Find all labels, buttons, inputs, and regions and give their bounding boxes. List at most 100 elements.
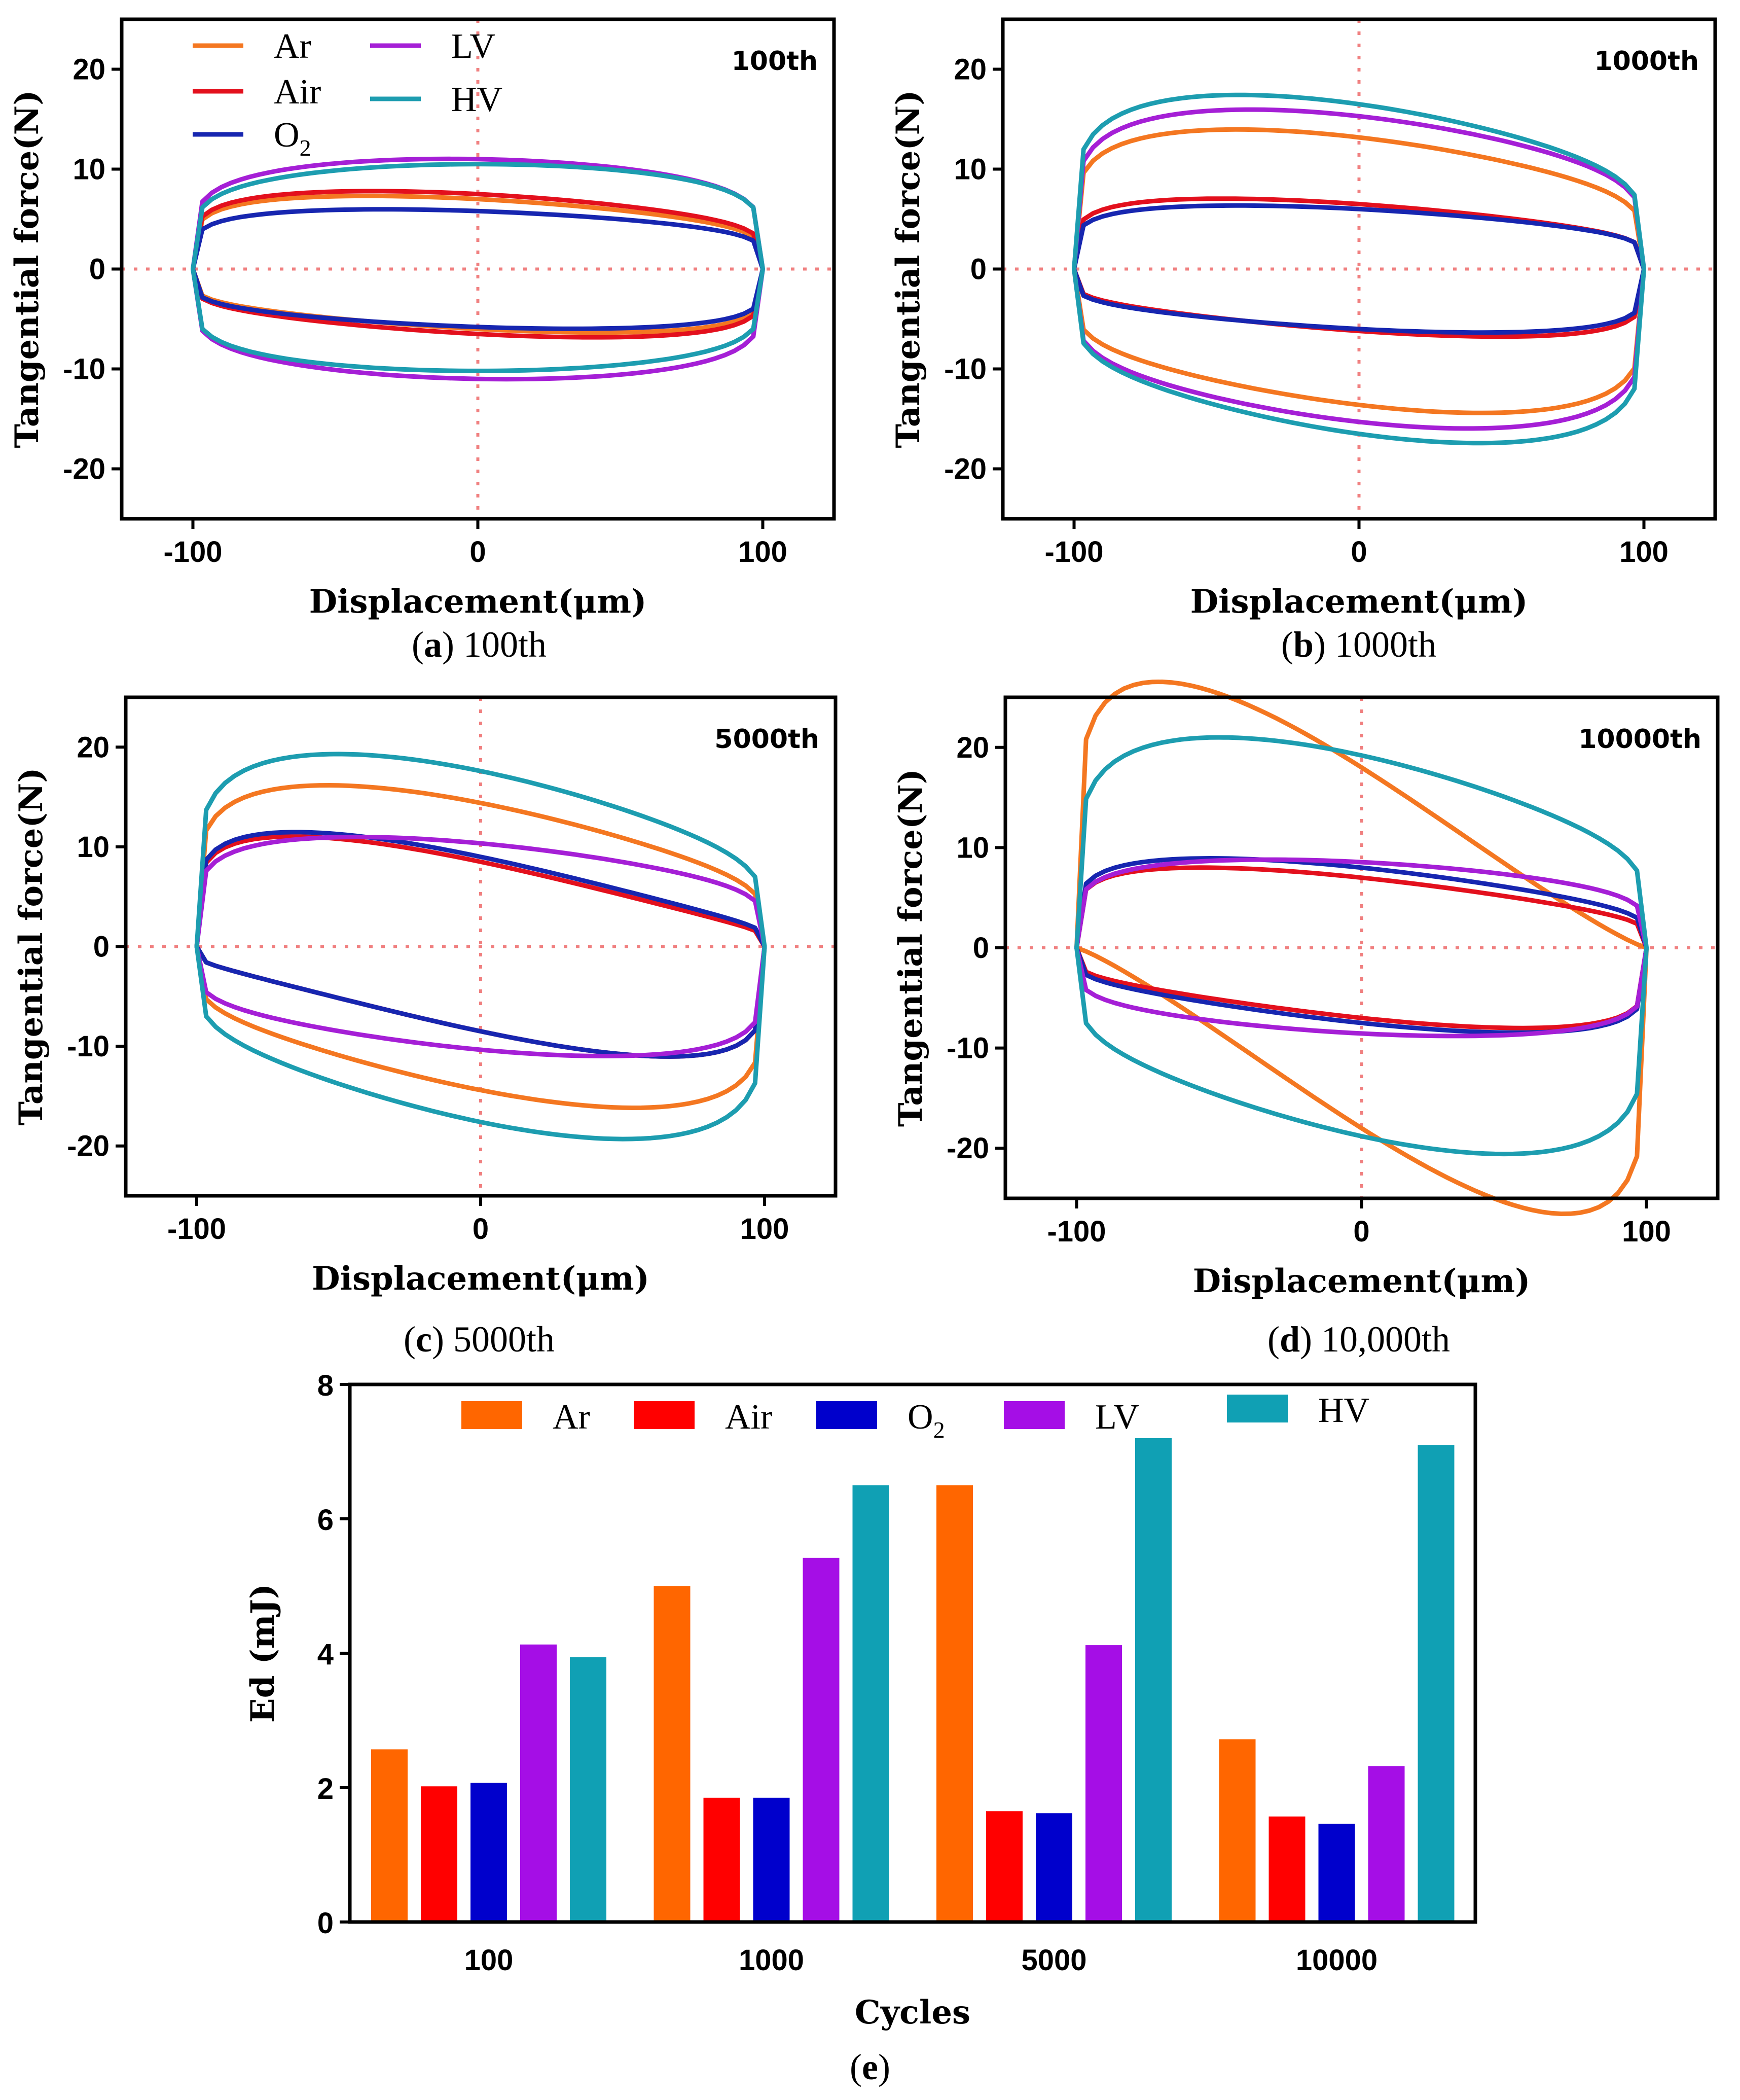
bar-ar-5000 bbox=[936, 1485, 973, 1922]
x-tick-label: -100 bbox=[1047, 1215, 1106, 1248]
y-tick-label: 0 bbox=[973, 932, 989, 965]
legend-label-air: Air bbox=[725, 1398, 772, 1437]
bar-lv-10000 bbox=[1368, 1766, 1405, 1922]
bar-air-100 bbox=[421, 1786, 457, 1922]
y-tick-label: -10 bbox=[947, 1032, 989, 1065]
y-tick-label: 0 bbox=[317, 1907, 334, 1940]
caption-letter: c bbox=[416, 1319, 432, 1360]
legend-swatch-ar bbox=[461, 1401, 522, 1429]
x-axis-label: Displacement(μm) bbox=[1190, 583, 1528, 621]
bar-hv-100 bbox=[570, 1657, 606, 1922]
panel-caption: (a) 100th bbox=[412, 624, 547, 665]
cycle-tag: 10000th bbox=[1578, 724, 1701, 755]
x-tick-label: 100 bbox=[738, 536, 787, 568]
y-tick-label: 20 bbox=[77, 731, 110, 764]
loop-ar bbox=[1072, 127, 1646, 415]
x-tick-label: -100 bbox=[167, 1213, 226, 1245]
y-tick-label: -20 bbox=[947, 1132, 989, 1165]
y-tick-label: 20 bbox=[954, 53, 987, 86]
y-axis-label: Tangential force(N) bbox=[889, 90, 927, 448]
y-axis-label: Ed (mJ) bbox=[244, 1584, 282, 1723]
x-tick-label: 0 bbox=[1351, 536, 1367, 568]
x-axis-label: Displacement(μm) bbox=[309, 583, 647, 621]
y-axis-label: Tangential force(N) bbox=[892, 769, 930, 1127]
bar-lv-100 bbox=[520, 1644, 557, 1922]
x-axis-label: Displacement(μm) bbox=[312, 1260, 649, 1298]
x-tick-label: 100 bbox=[740, 1213, 789, 1245]
x-tick-label: 0 bbox=[473, 1213, 489, 1245]
caption-paren-open: ( bbox=[1281, 624, 1293, 665]
legend-label-lv: LV bbox=[451, 27, 495, 66]
bar-lv-1000 bbox=[803, 1557, 840, 1922]
category-label: 5000 bbox=[1021, 1944, 1086, 1977]
y-tick-label: -20 bbox=[944, 453, 987, 486]
category-label: 10000 bbox=[1296, 1944, 1378, 1977]
bar-legend: Ar Air O2 LV HV bbox=[461, 1391, 1369, 1443]
y-axis-label: Tangential force(N) bbox=[8, 90, 46, 448]
legend-label-air: Air bbox=[274, 73, 321, 112]
caption-paren-open: ( bbox=[850, 2047, 862, 2087]
loop-legend: Ar Air O2 LV HV bbox=[193, 27, 502, 161]
legend-subscript: 2 bbox=[300, 135, 311, 161]
x-tick-label: -100 bbox=[1044, 536, 1103, 568]
caption-paren-open: ( bbox=[1267, 1319, 1280, 1360]
plot-frame bbox=[348, 1382, 1477, 1924]
legend-swatch-hv bbox=[1227, 1395, 1288, 1422]
cycle-tag: 5000th bbox=[714, 724, 819, 755]
y-tick-label: 8 bbox=[317, 1369, 334, 1402]
caption-letter: e bbox=[862, 2047, 878, 2087]
panel-caption: (e) bbox=[850, 2047, 890, 2087]
bar-air-10000 bbox=[1268, 1816, 1306, 1922]
y-tick-label: 20 bbox=[72, 53, 105, 86]
panel-caption: (c) 5000th bbox=[404, 1319, 555, 1360]
caption-text: ) 100th bbox=[442, 624, 547, 665]
legend-label-o2: O2 bbox=[274, 116, 311, 161]
y-tick-label: -10 bbox=[63, 353, 105, 386]
loop-hv bbox=[194, 752, 767, 1142]
panel-caption: (b) 1000th bbox=[1281, 624, 1436, 665]
y-tick-label: 20 bbox=[956, 731, 989, 764]
legend-label-hv: HV bbox=[451, 80, 502, 119]
y-tick-label: -10 bbox=[67, 1030, 110, 1063]
y-tick-label: -10 bbox=[944, 353, 987, 386]
x-tick-label: 100 bbox=[1622, 1215, 1671, 1248]
bar-air-1000 bbox=[703, 1797, 740, 1922]
panel-caption: (d) 10,000th bbox=[1267, 1319, 1450, 1360]
y-axis-label: Tangential force(N) bbox=[12, 767, 50, 1125]
loop-hv bbox=[1074, 735, 1649, 1157]
legend-swatch-o2 bbox=[816, 1401, 877, 1429]
y-tick-label: -20 bbox=[63, 453, 105, 486]
x-tick-label: 100 bbox=[1619, 536, 1669, 568]
caption-text: ) 10,000th bbox=[1300, 1319, 1450, 1360]
caption-text: ) 1000th bbox=[1314, 624, 1436, 665]
cycle-tag: 1000th bbox=[1594, 46, 1699, 77]
bar-hv-10000 bbox=[1418, 1445, 1455, 1922]
cycle-tag: 100th bbox=[732, 46, 818, 77]
category-label: 1000 bbox=[739, 1944, 804, 1977]
y-tick-label: -20 bbox=[67, 1130, 110, 1163]
y-tick-label: 0 bbox=[89, 253, 105, 286]
y-tick-label: 6 bbox=[317, 1504, 334, 1537]
bar-o2-100 bbox=[470, 1783, 507, 1922]
y-tick-label: 10 bbox=[72, 153, 105, 186]
bar-air-5000 bbox=[986, 1811, 1023, 1922]
y-tick-label: 10 bbox=[77, 831, 110, 864]
loop-hv bbox=[1072, 92, 1646, 446]
y-tick-label: 0 bbox=[93, 931, 110, 964]
bar-hv-1000 bbox=[852, 1485, 889, 1922]
caption-letter: d bbox=[1280, 1319, 1300, 1360]
loop-hv bbox=[191, 162, 765, 373]
caption-paren-close: ) bbox=[878, 2047, 890, 2087]
x-axis-label: Cycles bbox=[855, 1994, 970, 2032]
legend-swatch-lv bbox=[1004, 1401, 1065, 1429]
legend-label-ar: Ar bbox=[553, 1398, 590, 1437]
y-tick-label: 10 bbox=[954, 153, 987, 186]
bar-lv-5000 bbox=[1085, 1645, 1122, 1922]
category-label: 100 bbox=[464, 1944, 514, 1977]
y-tick-label: 2 bbox=[317, 1772, 334, 1805]
y-tick-label: 4 bbox=[317, 1638, 334, 1671]
